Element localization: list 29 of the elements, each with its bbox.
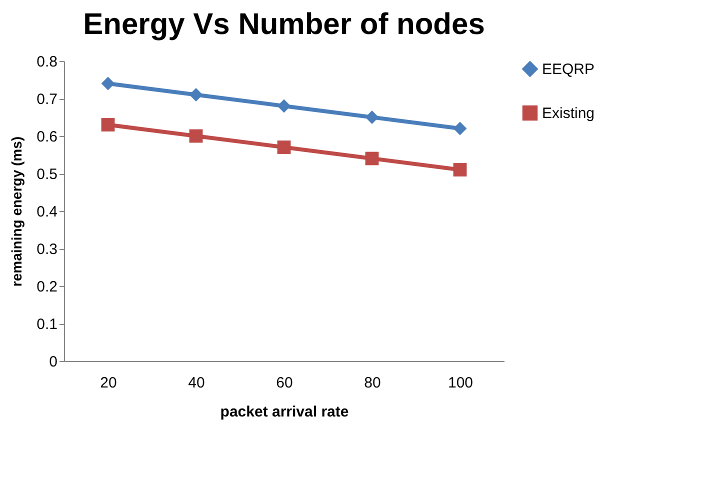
y-tick-label: 0.2	[36, 278, 58, 296]
x-tick-label: 20	[100, 374, 117, 392]
y-tick-label: 0.3	[36, 241, 58, 258]
x-axis-title: packet arrival rate	[220, 404, 349, 420]
point	[453, 122, 467, 136]
x-tick-label: 40	[188, 374, 205, 392]
point	[101, 118, 115, 132]
y-tick-label: 0.1	[36, 316, 58, 333]
chart-title: Energy Vs Number of nodes	[83, 8, 485, 41]
y-tick-label: 0	[49, 354, 58, 370]
y-tick-label: 0.6	[36, 128, 58, 146]
legend-label: Existing	[542, 105, 595, 122]
y-tick-label: 0.4	[36, 204, 58, 220]
x-tick-label: 100	[448, 374, 474, 392]
point	[277, 140, 291, 154]
x-tick-label: 80	[364, 374, 381, 392]
point	[101, 76, 115, 90]
point	[189, 88, 203, 102]
point	[365, 110, 379, 124]
x-tick-label: 60	[276, 374, 293, 392]
point	[277, 99, 291, 113]
y-tick-label: 0.7	[36, 91, 58, 108]
point	[453, 163, 467, 176]
y-tick-label: 0.8	[36, 54, 58, 70]
point	[189, 129, 203, 143]
point	[365, 152, 379, 166]
y-tick-label: 0.5	[36, 166, 58, 183]
legend-label: EEQRP	[542, 61, 595, 78]
y-axis-title: remaining energy (ms)	[8, 136, 25, 287]
